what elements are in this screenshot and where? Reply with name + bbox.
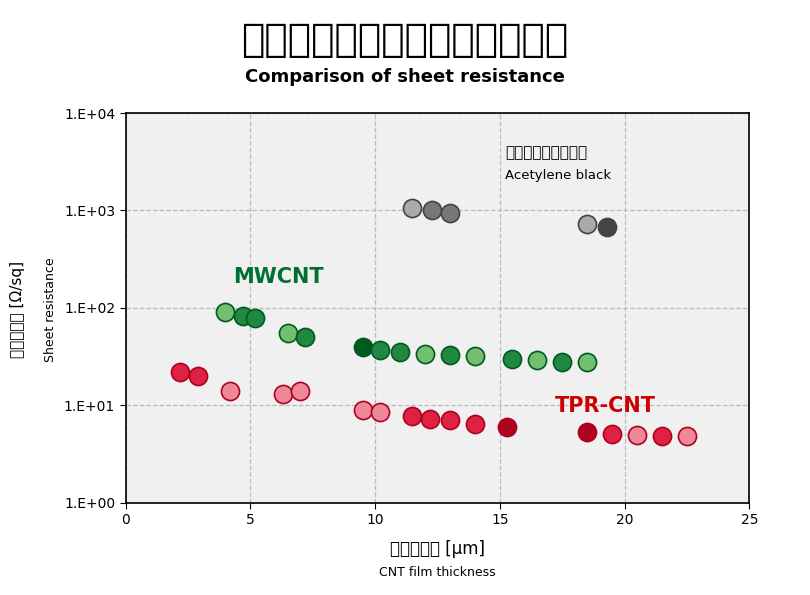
Point: [424, 414, 437, 424]
Point: [468, 419, 481, 428]
Point: [680, 431, 693, 441]
Point: [219, 308, 232, 317]
Point: [406, 411, 419, 421]
Point: [443, 350, 456, 359]
Point: [394, 347, 407, 357]
Point: [443, 416, 456, 425]
Point: [294, 386, 307, 396]
Point: [299, 333, 312, 342]
Point: [655, 431, 668, 440]
Point: [276, 390, 289, 399]
Point: [406, 203, 419, 213]
Point: [419, 349, 432, 358]
Point: [281, 328, 294, 338]
Point: [237, 312, 249, 321]
Text: TPR-CNT: TPR-CNT: [555, 396, 655, 416]
Point: [581, 357, 594, 367]
Text: シート抵抗 [Ω/sq]: シート抵抗 [Ω/sq]: [11, 261, 25, 358]
Text: MWCNT: MWCNT: [232, 267, 323, 287]
Point: [174, 367, 187, 377]
Text: カーボン塗工膜の表面抵抗比較: カーボン塗工膜の表面抵抗比較: [241, 21, 569, 59]
Point: [468, 352, 481, 361]
Point: [600, 222, 613, 231]
Point: [531, 356, 544, 365]
Point: [581, 427, 594, 437]
Point: [373, 345, 386, 355]
Point: [505, 354, 518, 364]
Point: [426, 206, 439, 215]
Point: [443, 208, 456, 217]
Text: シート膜厚 [μm]: シート膜厚 [μm]: [390, 540, 485, 558]
Text: アセチレンブラック: アセチレンブラック: [505, 145, 587, 161]
Point: [356, 405, 369, 415]
Point: [373, 408, 386, 417]
Point: [581, 220, 594, 229]
Point: [606, 429, 619, 439]
Point: [356, 342, 369, 352]
Text: Sheet resistance: Sheet resistance: [44, 257, 57, 362]
Point: [556, 357, 569, 367]
Text: CNT film thickness: CNT film thickness: [379, 566, 496, 579]
Point: [630, 430, 643, 440]
Point: [191, 371, 204, 381]
Text: Comparison of sheet resistance: Comparison of sheet resistance: [245, 68, 565, 86]
Point: [249, 314, 262, 323]
Point: [224, 386, 237, 396]
Point: [501, 422, 514, 432]
Text: Acetylene black: Acetylene black: [505, 169, 611, 182]
